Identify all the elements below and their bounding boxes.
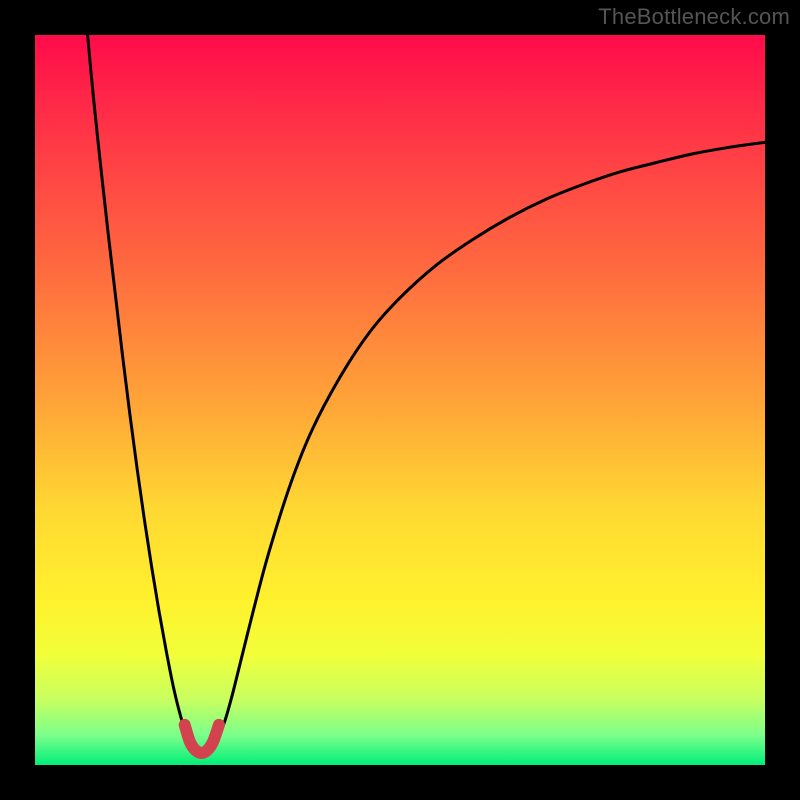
chart-frame: TheBottleneck.com [0,0,800,800]
bottleneck-chart [0,0,800,800]
watermark-text: TheBottleneck.com [598,4,790,30]
gradient-background [35,35,765,765]
